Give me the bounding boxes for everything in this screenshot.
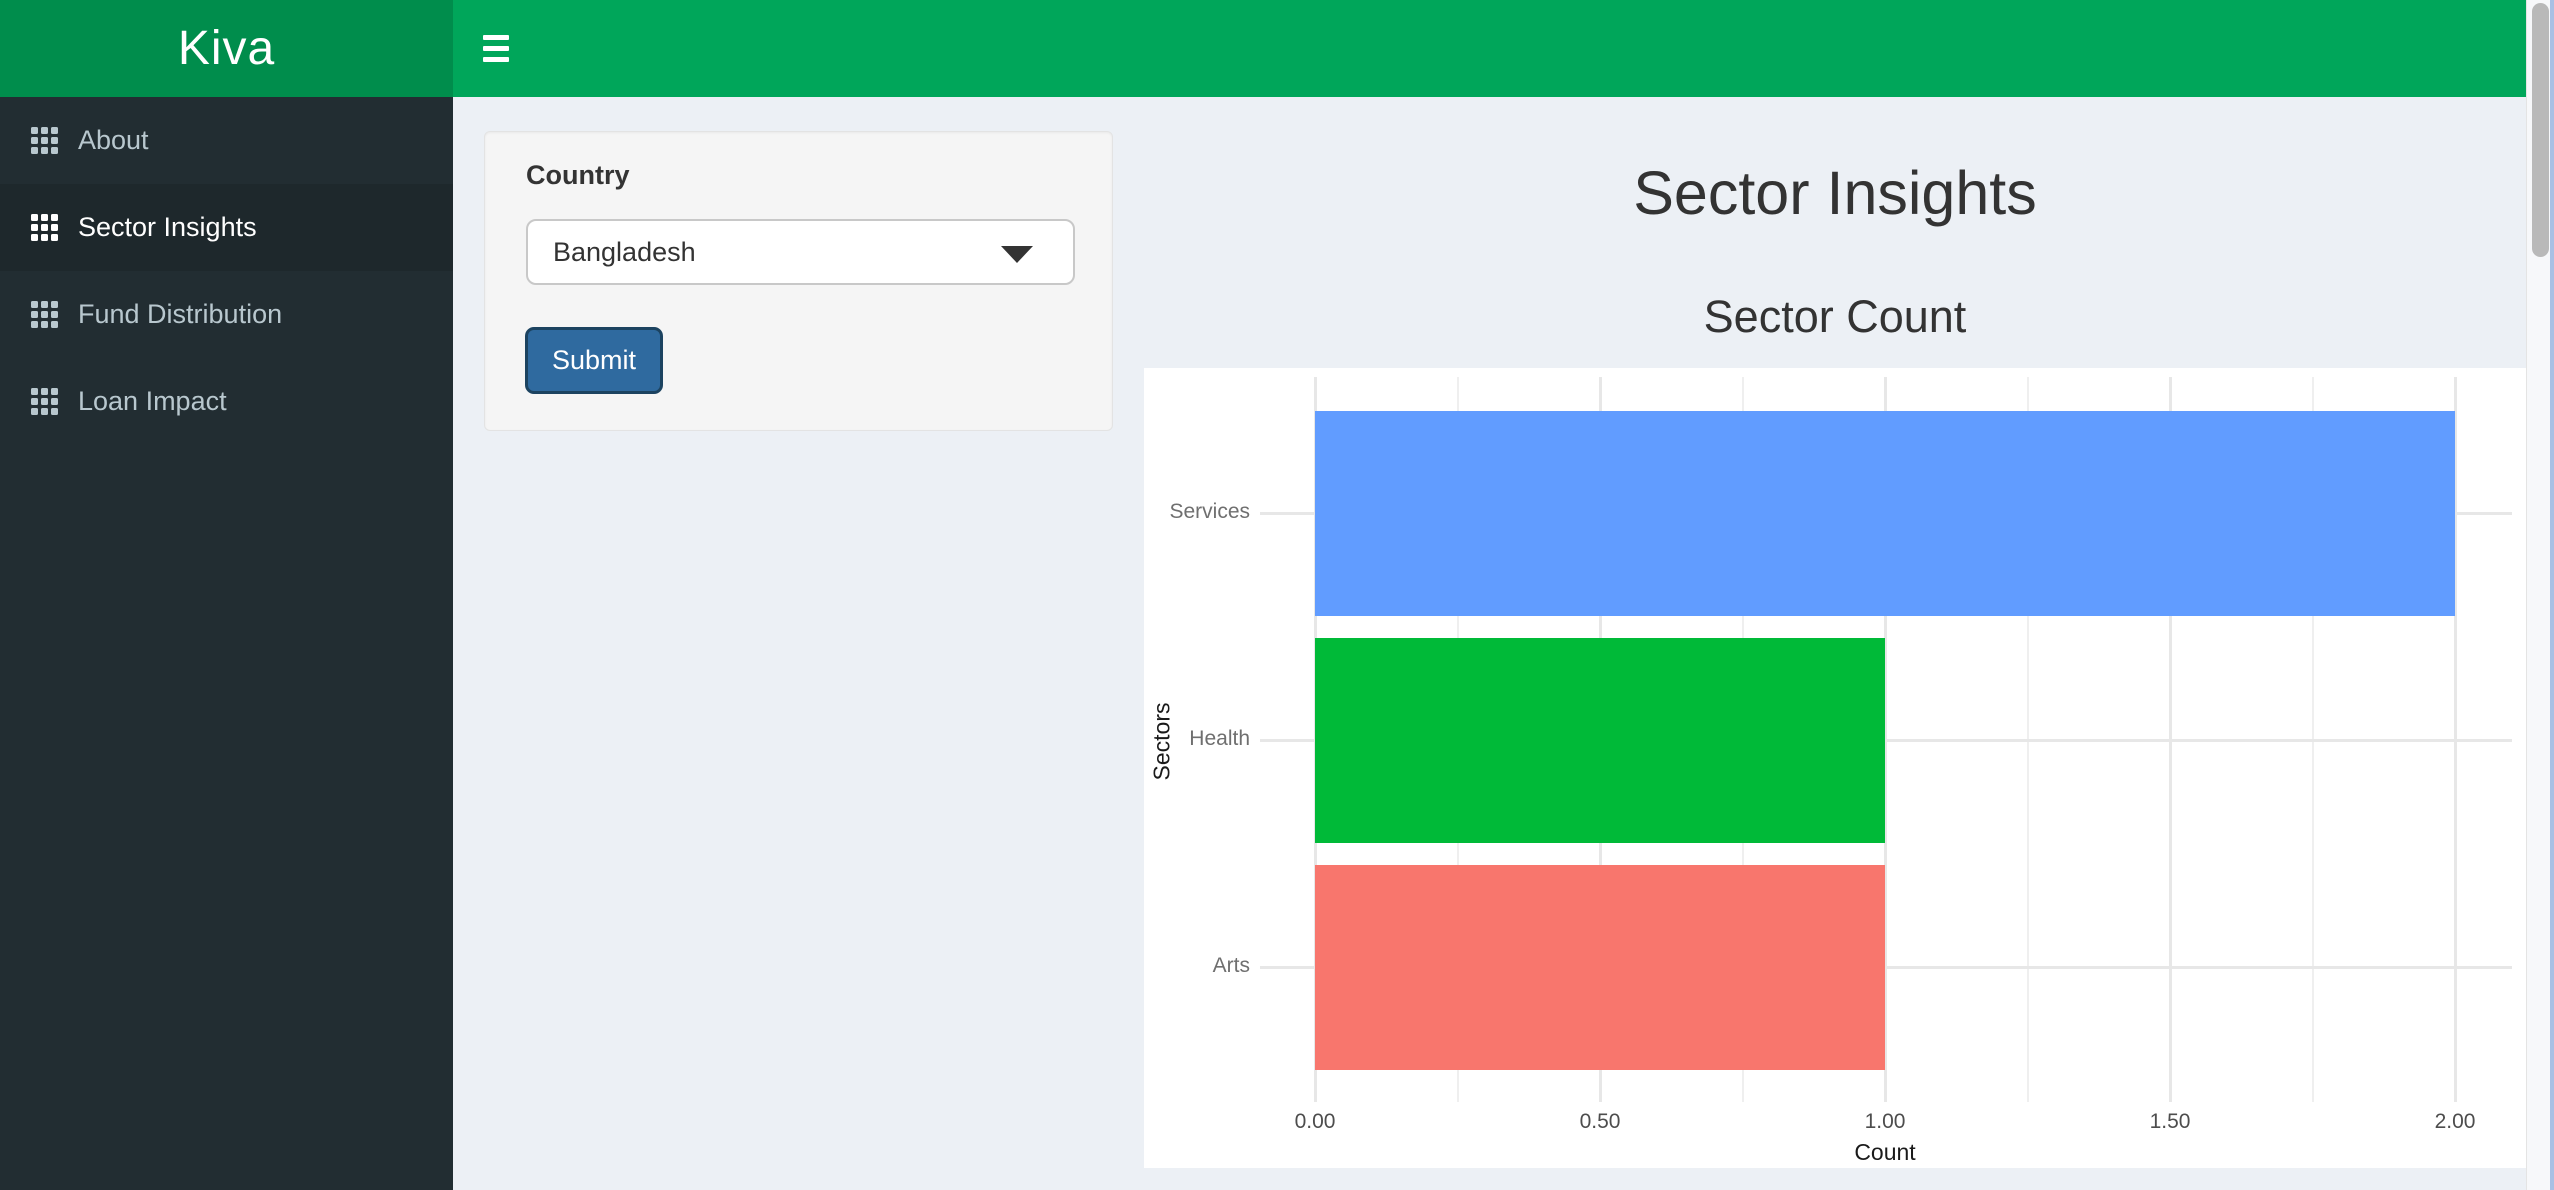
th-grid-icon	[31, 214, 59, 241]
sidebar-item-loan-impact[interactable]: Loan Impact	[0, 358, 453, 445]
menu-icon	[483, 35, 509, 40]
x-tick-label: 0.50	[1579, 1110, 1621, 1133]
sidebar-item-fund-distribution[interactable]: Fund Distribution	[0, 271, 453, 358]
menu-icon	[483, 57, 509, 62]
sidebar-item-label: Sector Insights	[78, 212, 257, 242]
sidebar-item-about[interactable]: About	[0, 97, 453, 184]
bar-services	[1315, 410, 2455, 616]
x-tick-label: 0.00	[1294, 1110, 1336, 1133]
x-tick-label: 1.50	[2149, 1110, 2191, 1133]
country-label: Country	[526, 160, 630, 190]
gridline-category	[1260, 966, 2512, 969]
chart-title: Sector Count	[1703, 291, 1967, 342]
brand-logo[interactable]: Kiva	[0, 0, 453, 97]
chevron-down-icon	[1001, 246, 1033, 263]
bar-health	[1315, 637, 1885, 843]
submit-button[interactable]: Submit	[525, 327, 663, 394]
gridline-category	[1260, 739, 2512, 742]
top-navbar	[453, 0, 2526, 97]
main-content: Country Bangladesh Submit Sector Insight…	[453, 97, 2526, 1190]
country-panel: Country Bangladesh Submit	[484, 131, 1113, 431]
sidebar-item-label: About	[78, 125, 149, 155]
window-edge	[2550, 0, 2554, 1190]
sidebar-item-label: Loan Impact	[78, 386, 227, 416]
country-select-value: Bangladesh	[553, 236, 696, 267]
country-select[interactable]: Bangladesh	[526, 219, 1075, 285]
th-grid-icon	[31, 127, 59, 154]
menu-icon	[483, 46, 509, 51]
y-axis-title: Sectors	[1148, 702, 1175, 780]
x-axis-title: Count	[1854, 1139, 1916, 1165]
y-tick-label: Services	[1169, 500, 1250, 523]
vertical-scrollbar[interactable]	[2526, 0, 2554, 1190]
sidebar-toggle-button[interactable]	[483, 0, 569, 97]
page-title: Sector Insights	[1633, 159, 2037, 227]
scrollbar-thumb[interactable]	[2532, 3, 2549, 257]
app-header: Kiva	[0, 0, 2526, 97]
bar-arts	[1315, 864, 1885, 1070]
sidebar-menu: About Sector Insights Fund Distribution Loa…	[0, 97, 453, 1190]
sidebar-item-sector-insights[interactable]: Sector Insights	[0, 184, 453, 271]
th-grid-icon	[31, 388, 59, 415]
x-tick-label: 1.00	[1864, 1110, 1906, 1133]
sector-count-bar-chart: Services Health Arts 0.00 0.50 1.00 1.50 2.00 Co…	[1144, 368, 2526, 1168]
x-tick-label: 2.00	[2434, 1110, 2476, 1133]
sidebar-item-label: Fund Distribution	[78, 299, 283, 329]
y-tick-label: Health	[1189, 727, 1250, 750]
th-grid-icon	[31, 301, 59, 328]
y-tick-label: Arts	[1212, 954, 1250, 977]
